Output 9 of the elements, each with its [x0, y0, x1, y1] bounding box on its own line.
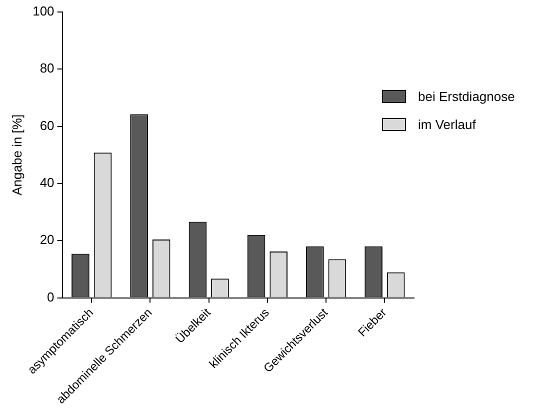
- legend-label: bei Erstdiagnose: [418, 88, 515, 104]
- y-tick-label: 100: [32, 4, 54, 19]
- y-tick-label: 0: [47, 289, 54, 304]
- legend-label: im Verlauf: [418, 116, 476, 132]
- y-axis-title: Angabe in [%]: [9, 114, 24, 196]
- y-tick-label: 40: [40, 175, 54, 190]
- y-tick-label: 80: [40, 60, 54, 76]
- y-tick-label: 60: [40, 118, 54, 133]
- y-tick-label: 20: [40, 232, 54, 248]
